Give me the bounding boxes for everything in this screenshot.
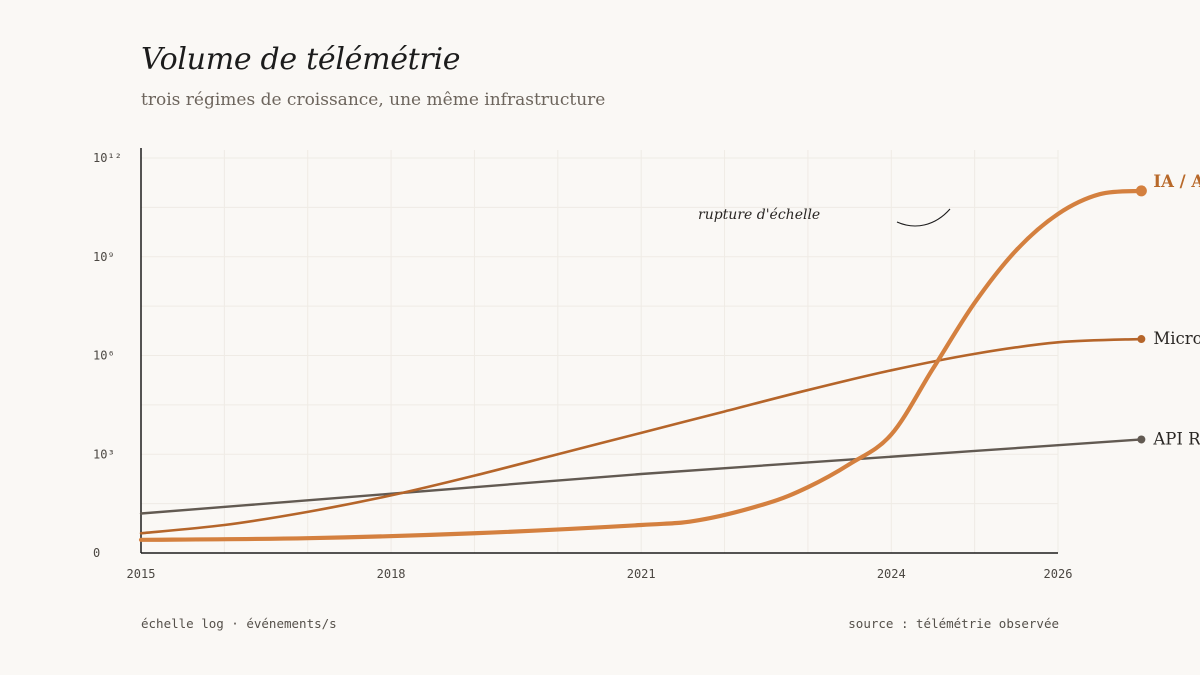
series-labels: API REST Microservices IA / Agents	[1152, 172, 1200, 449]
x-tick-label: 2018	[377, 567, 406, 581]
axes	[140, 148, 1058, 554]
annotation-group: rupture d'échelle	[698, 207, 951, 227]
x-tick-label: 2015	[127, 567, 156, 581]
series-label-microservices: Microservices	[1153, 329, 1200, 348]
chart-title: Volume de télémétrie	[141, 42, 461, 77]
series-end-point	[1135, 185, 1147, 197]
series-end-point	[1137, 435, 1146, 444]
x-tick-label: 2026	[1044, 567, 1073, 581]
footer-scale-note: échelle log · événements/s	[141, 616, 337, 631]
y-tick-label: 10⁹	[93, 250, 115, 264]
annotation-text: rupture d'échelle	[698, 207, 820, 223]
footer-source: source : télémétrie observée	[848, 616, 1059, 631]
series-lines	[138, 185, 1147, 542]
series-line-api-rest	[139, 438, 1143, 515]
y-tick-label: 10⁶	[93, 349, 115, 363]
y-tick-label: 0	[93, 546, 100, 560]
chart-subtitle: trois régimes de croissance, une même in…	[141, 90, 606, 110]
x-tick-label: 2024	[877, 567, 906, 581]
series-label-ia-agents: IA / Agents	[1153, 172, 1200, 191]
y-tick-label: 10¹²	[93, 151, 122, 165]
tick-labels: 0 10³ 10⁶ 10⁹ 10¹² 2015 2018 2021 2024 2026	[93, 151, 1072, 581]
series-line-microservices	[139, 337, 1143, 535]
grid-lines	[140, 150, 1059, 554]
series-label-api-rest: API REST	[1152, 429, 1200, 448]
series-end-point	[1137, 335, 1146, 344]
y-tick-label: 10³	[93, 447, 115, 461]
series-line-ia-agents	[138, 188, 1144, 542]
x-tick-label: 2021	[627, 567, 656, 581]
annotation-arrow	[896, 208, 951, 227]
